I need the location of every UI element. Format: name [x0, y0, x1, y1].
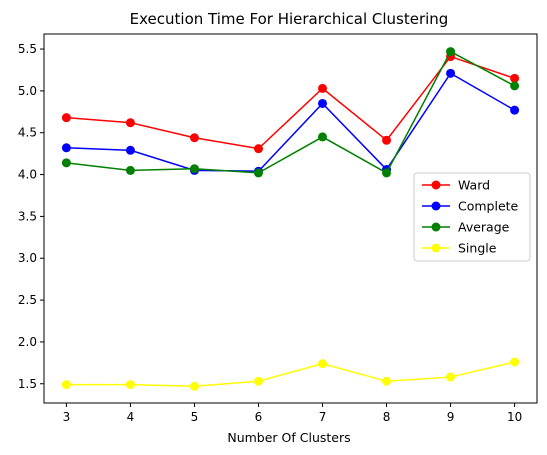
- legend-label-average: Average: [458, 220, 510, 235]
- data-point-ward: [253, 144, 263, 154]
- data-point-average: [510, 81, 520, 91]
- data-point-average: [253, 168, 263, 178]
- data-point-average: [382, 168, 392, 178]
- x-tick-label: 10: [507, 410, 522, 424]
- y-tick-label: 2.5: [18, 293, 37, 307]
- y-tick-label: 3.0: [18, 251, 37, 265]
- x-tick-label: 4: [127, 410, 135, 424]
- data-point-single: [125, 380, 135, 390]
- data-point-single: [253, 376, 263, 386]
- data-point-single: [318, 359, 328, 369]
- data-point-ward: [382, 135, 392, 145]
- legend-label-ward: Ward: [458, 178, 490, 193]
- y-tick-label: 3.5: [18, 209, 37, 223]
- chart-title: Execution Time For Hierarchical Clusteri…: [130, 10, 449, 28]
- data-point-complete: [510, 105, 520, 115]
- data-point-ward: [125, 118, 135, 128]
- y-tick-label: 4.0: [18, 168, 37, 182]
- data-point-average: [125, 165, 135, 175]
- legend-label-complete: Complete: [458, 199, 519, 214]
- data-point-average: [189, 164, 199, 174]
- data-point-average: [318, 132, 328, 142]
- legend: Ward Complete Average Single: [413, 172, 531, 262]
- series-line-complete: [66, 72, 515, 172]
- x-tick-label: 8: [383, 410, 391, 424]
- x-tick-label: 6: [255, 410, 263, 424]
- data-point-average: [446, 47, 456, 57]
- legend-marker-ward: [431, 180, 441, 190]
- legend-marker-complete: [431, 201, 441, 211]
- y-tick-label: 5.5: [18, 42, 37, 56]
- legend-marker-average: [431, 222, 441, 232]
- y-tick-label: 4.5: [18, 126, 37, 140]
- x-tick-label: 7: [319, 410, 327, 424]
- data-point-complete: [446, 68, 456, 78]
- legend-box: [413, 172, 531, 262]
- data-point-complete: [125, 145, 135, 155]
- y-tick-label: 1.5: [18, 377, 37, 391]
- data-point-ward: [318, 83, 328, 93]
- data-point-single: [382, 376, 392, 386]
- y-tick-label: 2.0: [18, 335, 37, 349]
- data-point-complete: [318, 98, 328, 108]
- data-point-single: [510, 357, 520, 367]
- legend-label-single: Single: [458, 241, 497, 256]
- x-tick-label: 9: [447, 410, 455, 424]
- data-point-ward: [510, 73, 520, 83]
- series-line-single: [66, 361, 515, 388]
- data-point-complete: [61, 143, 71, 153]
- x-tick-label: 3: [63, 410, 71, 424]
- plot-frame: [43, 33, 538, 404]
- legend-marker-single: [431, 243, 441, 253]
- y-tick-label: 5.0: [18, 84, 37, 98]
- data-point-average: [61, 158, 71, 168]
- x-axis-title: Number Of Clusters: [227, 430, 350, 445]
- data-point-single: [61, 380, 71, 390]
- data-point-ward: [61, 113, 71, 123]
- x-tick-label: 5: [191, 410, 199, 424]
- data-point-ward: [189, 133, 199, 143]
- series-line-average: [66, 50, 515, 174]
- data-point-single: [446, 372, 456, 382]
- data-point-single: [189, 381, 199, 391]
